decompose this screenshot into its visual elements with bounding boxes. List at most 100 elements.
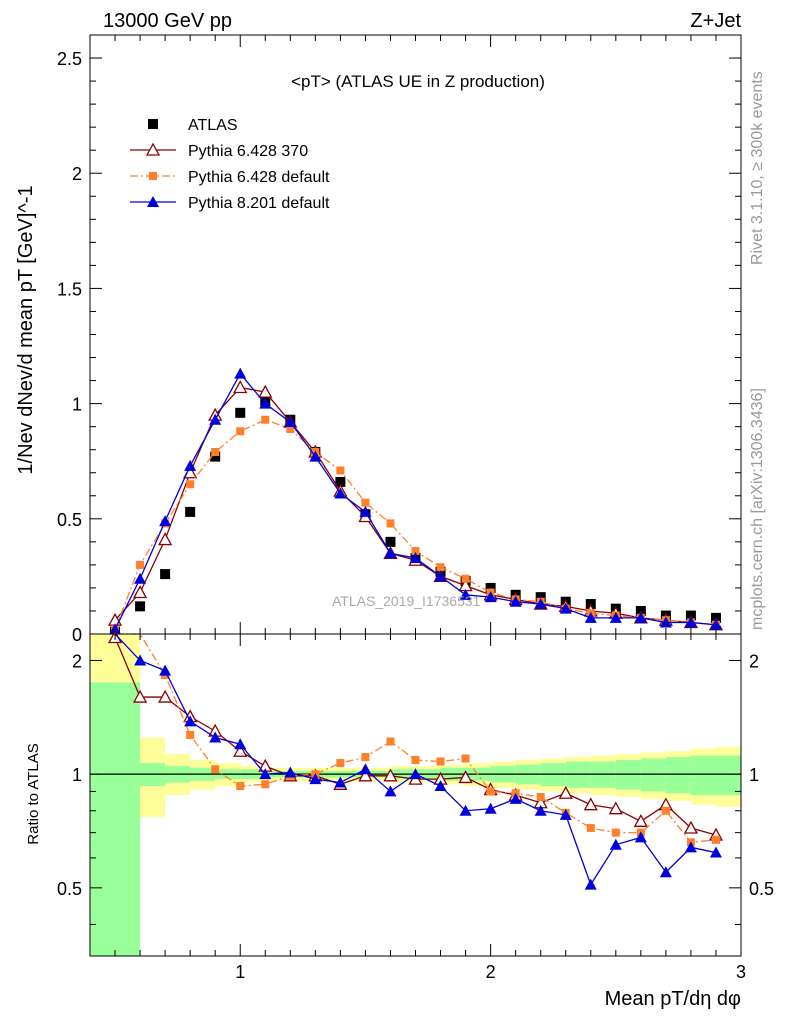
ratio-point-pythia-6-428-default <box>461 754 470 763</box>
ratio-point-pythia-6-428-default <box>711 835 720 844</box>
main-point-atlas <box>210 451 221 462</box>
main-y-tick-label: 2.5 <box>57 49 82 69</box>
main-chart-title: <pT> (ATLAS UE in Z production) <box>291 72 545 91</box>
x-tick-label: 1 <box>235 962 245 982</box>
main-point-atlas <box>235 407 246 418</box>
ratio-point-pythia-6-428-default <box>536 792 545 801</box>
legend-label-atlas: ATLAS <box>188 117 238 134</box>
main-panel: 0 0.5 1 1.5 2 2.5 <pT> (ATLAS UE in Z product… <box>15 34 742 645</box>
ratio-point-pythia-6-428-default <box>236 782 245 791</box>
ratio-band-inner <box>690 755 716 796</box>
ratio-point-pythia-8-201-default <box>559 808 572 820</box>
ratio-point-pythia-6-428-default <box>386 737 395 746</box>
ratio-point-pythia-6-428-370 <box>608 801 623 815</box>
watermark: ATLAS_2019_I1736531 <box>332 593 481 609</box>
legend-marker-pythia-6-428-default <box>149 172 157 180</box>
main-point-pythia-8-201-default <box>609 611 622 623</box>
ratio-point-pythia-6-428-default <box>486 787 495 796</box>
main-point-pythia-8-201-default <box>159 515 172 527</box>
main-point-pythia-6-428-default <box>136 560 145 569</box>
ratio-point-pythia-8-201-default <box>509 792 522 804</box>
main-point-pythia-6-428-370 <box>258 384 273 398</box>
main-point-pythia-6-428-370 <box>132 585 148 599</box>
main-point-pythia-6-428-default <box>261 415 270 424</box>
ratio-point-pythia-6-428-370 <box>583 797 598 811</box>
ratio-point-pythia-6-428-default <box>336 759 345 768</box>
main-y-tick-label: 0 <box>72 625 82 645</box>
ratio-point-pythia-8-201-default <box>534 804 547 816</box>
ratio-point-pythia-8-201-default <box>184 715 197 727</box>
ratio-point-pythia-6-428-default <box>586 824 595 833</box>
rivet-version-label: Rivet 3.1.10, ≥ 300k events <box>749 71 766 265</box>
ratio-point-pythia-8-201-default <box>134 654 147 666</box>
legend-label-pythia-6-428-default: Pythia 6.428 default <box>188 169 330 186</box>
x-tick-label: 3 <box>736 962 746 982</box>
ratio-y-tick-label: 2 <box>72 651 82 671</box>
ratio-point-pythia-8-201-default <box>159 664 172 676</box>
ratio-point-pythia-8-201-default <box>484 802 497 814</box>
main-point-pythia-6-428-370 <box>158 532 173 546</box>
ratio-point-pythia-6-428-default <box>261 780 270 789</box>
main-point-pythia-6-428-default <box>461 574 470 583</box>
ratio-point-pythia-6-428-370 <box>358 768 373 782</box>
main-line-pythia-8-201-default <box>114 372 717 630</box>
main-point-pythia-8-201-default <box>184 459 197 471</box>
ratio-y-tick-label-right: 2 <box>749 651 759 671</box>
ratio-point-pythia-8-201-default <box>384 785 397 797</box>
ratio-band-inner <box>615 760 641 790</box>
ratio-point-pythia-8-201-default <box>434 780 447 792</box>
ratio-point-pythia-8-201-default <box>684 841 697 853</box>
x-tick-label: 2 <box>486 962 496 982</box>
ratio-line-pythia-6-428-370 <box>114 637 717 836</box>
main-point-pythia-8-201-default <box>709 618 722 630</box>
main-point-pythia-8-201-default <box>134 572 147 584</box>
ratio-band-inner <box>665 757 691 794</box>
ratio-point-pythia-6-428-default <box>411 756 420 765</box>
legend-marker-atlas <box>148 119 158 129</box>
main-point-atlas <box>385 536 396 547</box>
main-point-atlas <box>335 476 346 487</box>
ratio-band-inner <box>640 758 666 792</box>
ratio-point-pythia-6-428-370 <box>233 743 248 757</box>
main-point-pythia-6-428-default <box>361 498 370 507</box>
ratio-point-pythia-6-428-370 <box>458 770 473 784</box>
ratio-point-pythia-6-428-default <box>661 806 670 815</box>
ratio-point-pythia-6-428-default <box>211 765 220 774</box>
ratio-point-pythia-8-201-default <box>209 731 222 743</box>
ratio-point-pythia-6-428-default <box>436 757 445 766</box>
legend: ATLAS Pythia 6.428 370 Pythia 6.428 defaul… <box>130 117 330 212</box>
main-point-pythia-8-201-default <box>259 397 272 409</box>
main-point-pythia-8-201-default <box>684 616 697 628</box>
ratio-point-pythia-6-428-370 <box>558 785 573 799</box>
ratio-point-pythia-6-428-370 <box>132 689 148 703</box>
main-y-tick-label: 2 <box>72 164 82 184</box>
ratio-band-inner <box>715 755 741 796</box>
main-point-pythia-8-201-default <box>309 450 322 462</box>
ratio-point-pythia-8-201-default <box>659 866 672 878</box>
x-axis-label: Mean pT/dη dφ <box>605 988 741 1010</box>
ratio-y-tick-label: 1 <box>72 765 82 785</box>
ratio-point-pythia-8-201-default <box>359 763 372 775</box>
main-point-pythia-6-428-default <box>236 427 245 436</box>
main-line-pythia-6-428-370 <box>114 386 717 626</box>
mcplots-label: mcplots.cern.ch [arXiv:1306.3436] <box>749 388 766 630</box>
main-point-atlas <box>135 601 146 612</box>
ratio-point-pythia-8-201-default <box>609 838 622 850</box>
main-point-pythia-8-201-default <box>384 547 397 559</box>
legend-label-pythia-8-201-default: Pythia 8.201 default <box>188 195 330 212</box>
main-point-atlas <box>160 569 171 580</box>
main-point-pythia-8-201-default <box>409 551 422 563</box>
main-point-pythia-6-428-default <box>336 466 345 475</box>
main-point-pythia-8-201-default <box>634 611 647 623</box>
main-y-axis-label: 1/Nev dNev/d mean pT [GeV]^-1 <box>15 185 37 474</box>
ratio-point-pythia-6-428-default <box>611 828 620 837</box>
ratio-line-pythia-6-428-default <box>115 633 717 843</box>
main-point-pythia-6-428-default <box>286 424 295 433</box>
ratio-point-pythia-8-201-default <box>334 776 347 788</box>
ratio-point-pythia-6-428-default <box>186 730 195 739</box>
ratio-y-axis-label: Ratio to ATLAS <box>25 743 42 844</box>
main-point-pythia-8-201-default <box>359 505 372 517</box>
main-point-pythia-8-201-default <box>284 416 297 428</box>
ratio-point-pythia-8-201-default <box>409 768 422 780</box>
main-point-pythia-8-201-default <box>209 413 222 425</box>
